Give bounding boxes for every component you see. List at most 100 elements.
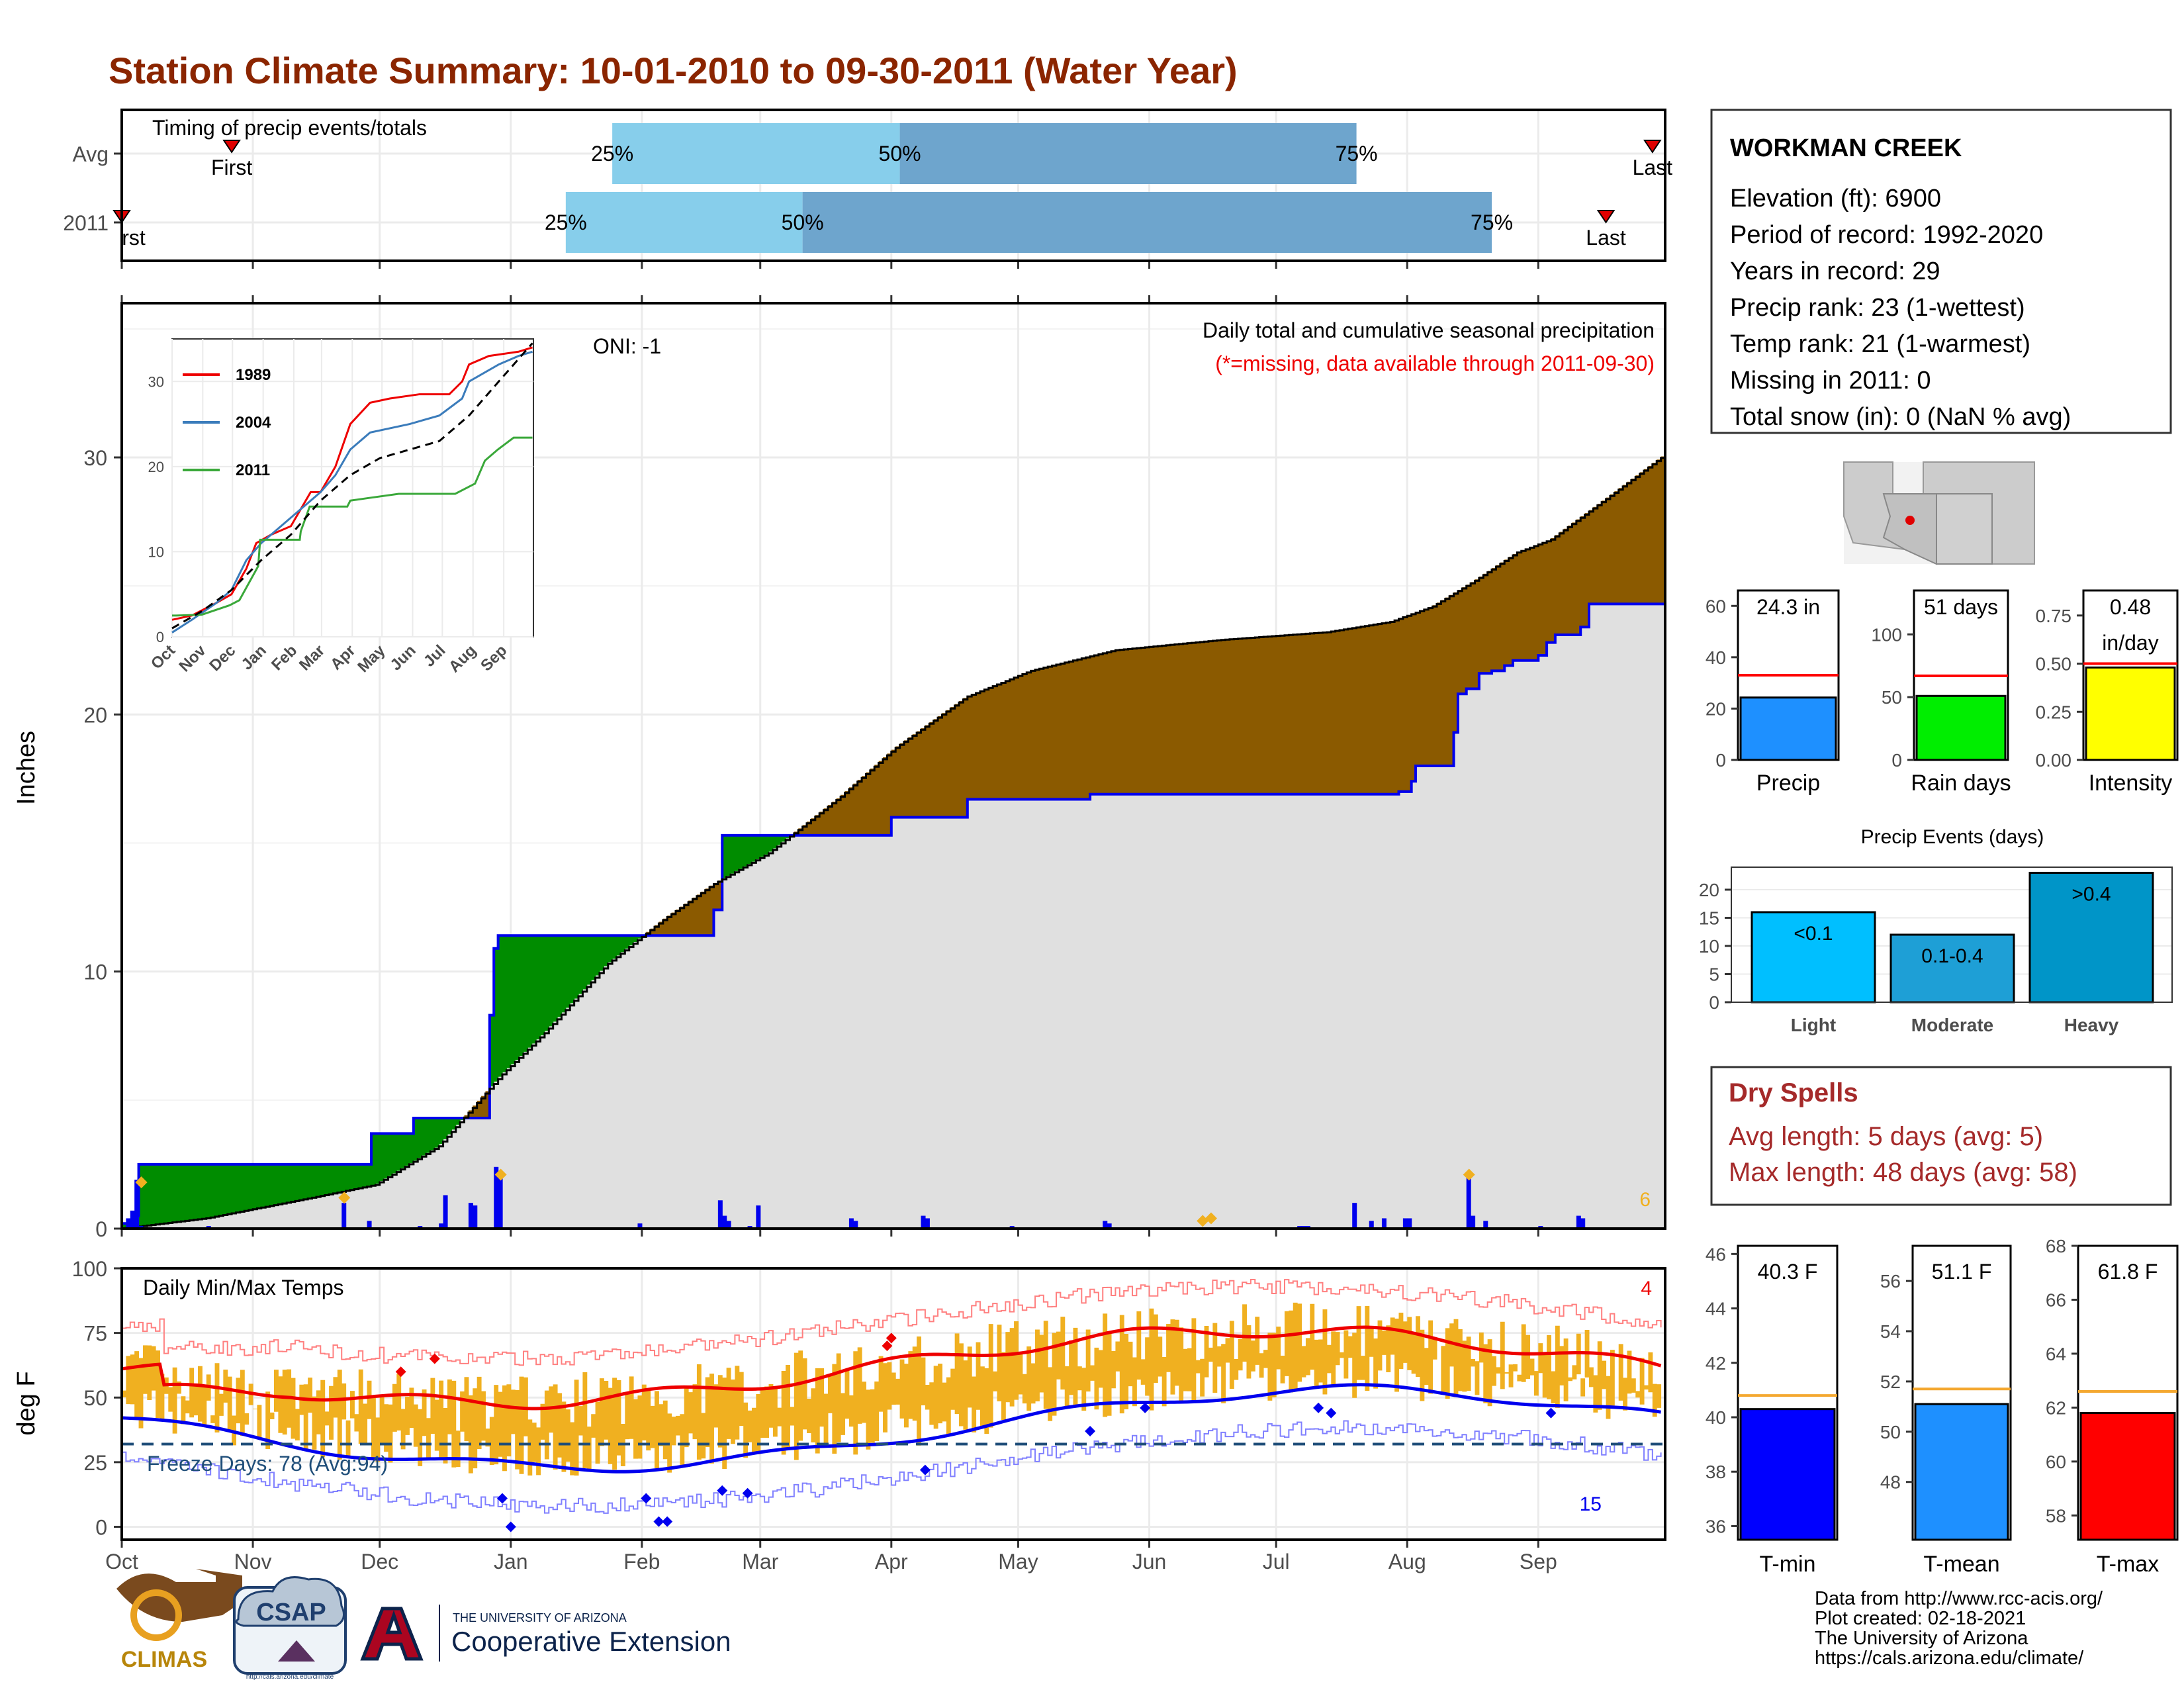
freeze-days-label: Freeze Days: 78 (Avg:94) (147, 1452, 388, 1476)
index-ytick-label: 50 (1882, 687, 1902, 708)
events-bar-light (1751, 911, 1876, 1004)
climas-logo-text: CLIMAS (121, 1647, 207, 1672)
daily-precip-bar (921, 1215, 926, 1229)
record-high-marker (882, 1340, 893, 1352)
dry-spells-box (1710, 1066, 2172, 1206)
index-label: Intensity (2089, 771, 2173, 796)
index-ytick-label: 0.00 (2036, 750, 2072, 771)
index-ytick-label: 0.75 (2036, 606, 2072, 626)
temp-index-value-label: 40.3 F (1758, 1260, 1818, 1284)
station-info-line: Period of record: 1992-2020 (1730, 221, 2043, 249)
record-min-line (122, 1420, 1662, 1514)
footer-line: https://cals.arizona.edu/climate/ (1815, 1648, 2084, 1669)
precip-event-marker (135, 1176, 148, 1189)
daily-precip-bar (1407, 1218, 1412, 1229)
daily-precip-bar (1381, 1218, 1387, 1229)
temp-max-count: 4 (1641, 1278, 1652, 1299)
temp-index-ytick-label: 60 (2046, 1452, 2066, 1472)
temp-ylabel: deg F (13, 1371, 40, 1435)
precip-corner-count: 6 (1639, 1189, 1651, 1211)
climas-logo-shape (116, 1569, 242, 1622)
temp-index-ytick-label: 36 (1706, 1516, 1726, 1536)
temp-index-ytick-label: 42 (1706, 1353, 1726, 1374)
daily-precip-bar (468, 1203, 473, 1229)
index-bar-0 (1739, 696, 1837, 761)
daily-precip-bar (756, 1205, 761, 1229)
temp-xtick-label: Dec (361, 1550, 398, 1573)
temp-index-value-label: 51.1 F (1932, 1260, 1992, 1284)
precip-event-marker (494, 1168, 507, 1181)
temp-index-value-label: 61.8 F (2098, 1260, 2158, 1284)
timing-pct-label: 50% (879, 142, 921, 165)
daily-precip-bar (439, 1223, 444, 1229)
temp-index-ytick-label: 54 (1880, 1321, 1901, 1342)
record-low-marker (641, 1493, 652, 1504)
daily-precip-bar (722, 1215, 727, 1229)
events-bar-heavy (2028, 872, 2154, 1004)
temp-ytick-label: 75 (83, 1322, 107, 1346)
timing-pct-label: 75% (1336, 142, 1378, 165)
index-value-label: 0.48 (2110, 595, 2151, 619)
cumulative-average-line (122, 455, 1666, 1230)
temp-index-label: T-mean (1923, 1552, 1999, 1577)
index-ytick-label: 100 (1871, 624, 1902, 645)
daily-precip-bar (1471, 1215, 1476, 1229)
temp-index-ytick-label: 50 (1880, 1422, 1901, 1442)
temp-frame (120, 1267, 1666, 1541)
climas-logo-sun (130, 1589, 182, 1641)
daily-precip-bar (1576, 1215, 1581, 1229)
timing-row-label: Avg (72, 142, 109, 166)
daily-precip-bar (726, 1221, 731, 1229)
csap-logo-text: CSAP (256, 1599, 326, 1626)
index-ytick-label: 0 (1891, 750, 1902, 771)
temp-xtick-label: Sep (1520, 1550, 1557, 1573)
temp-index-ytick-label: 44 (1706, 1299, 1726, 1319)
deficit-area (464, 456, 1666, 1119)
precip-ytick-label: 0 (95, 1217, 107, 1241)
daily-precip-bar (925, 1218, 930, 1229)
station-name: WORKMAN CREEK (1730, 134, 1962, 162)
temp-panel: Daily Min/Max Temps Freeze Days: 78 (Avg:… (13, 1257, 1666, 1573)
index-ytick-label: 40 (1706, 647, 1726, 668)
first-marker (222, 140, 241, 154)
inset-series-2011 (172, 436, 533, 617)
timing-title: Timing of precip events/totals (152, 116, 427, 140)
timing-pct-label: 25% (545, 211, 587, 234)
inset-series-1989 (171, 346, 533, 621)
timing-bar-q2 (899, 123, 1357, 184)
first-label: First (211, 156, 252, 179)
index-value-label: 24.3 in (1756, 595, 1820, 619)
temp-index-ytick-label: 56 (1880, 1271, 1901, 1291)
temp-index-ytick-label: 68 (2046, 1236, 2066, 1256)
index-label: Precip (1756, 771, 1820, 796)
precip-frame (120, 302, 1666, 1230)
temp-indices-panel: 40.3 F 36 38 40 42 44 46 T-min 51.1 F 48 50 52 54 56 T… (1706, 1236, 2179, 1577)
daily-precip-bar (1402, 1218, 1408, 1229)
temp-ytick-label: 100 (72, 1257, 107, 1281)
station-info-line: Temp rank: 21 (1-warmest) (1730, 330, 2030, 358)
precip-ytick-label: 10 (83, 961, 107, 984)
precip-event-marker (338, 1192, 351, 1204)
record-low-marker (1545, 1407, 1557, 1419)
record-low-marker (1085, 1426, 1096, 1436)
temp-ytick-label: 25 (83, 1451, 107, 1475)
timing-bar-q2 (802, 192, 1492, 253)
record-low-marker (1140, 1402, 1151, 1413)
inset-legend-label: 2004 (236, 414, 271, 432)
daily-precip-bar (1483, 1221, 1488, 1229)
record-low-marker (717, 1485, 728, 1496)
index-value-label2: in/day (2102, 631, 2158, 655)
inset-series-2004 (171, 350, 533, 633)
events-category-label: Light (1791, 1015, 1836, 1035)
events-bar-label: 0.1-0.4 (1921, 945, 1983, 967)
temp-ytick-label: 50 (83, 1386, 107, 1410)
inset-ytick-label: 0 (156, 629, 164, 645)
temp-index-ytick-label: 62 (2046, 1397, 2066, 1418)
daily-precip-bar (494, 1166, 499, 1229)
events-category-label: Moderate (1911, 1015, 1993, 1035)
timing-pct-label: 25% (591, 142, 633, 165)
temp-index-bar-2 (2079, 1412, 2176, 1541)
last-label: Last (1586, 226, 1626, 250)
daily-precip-bar (130, 1210, 135, 1229)
